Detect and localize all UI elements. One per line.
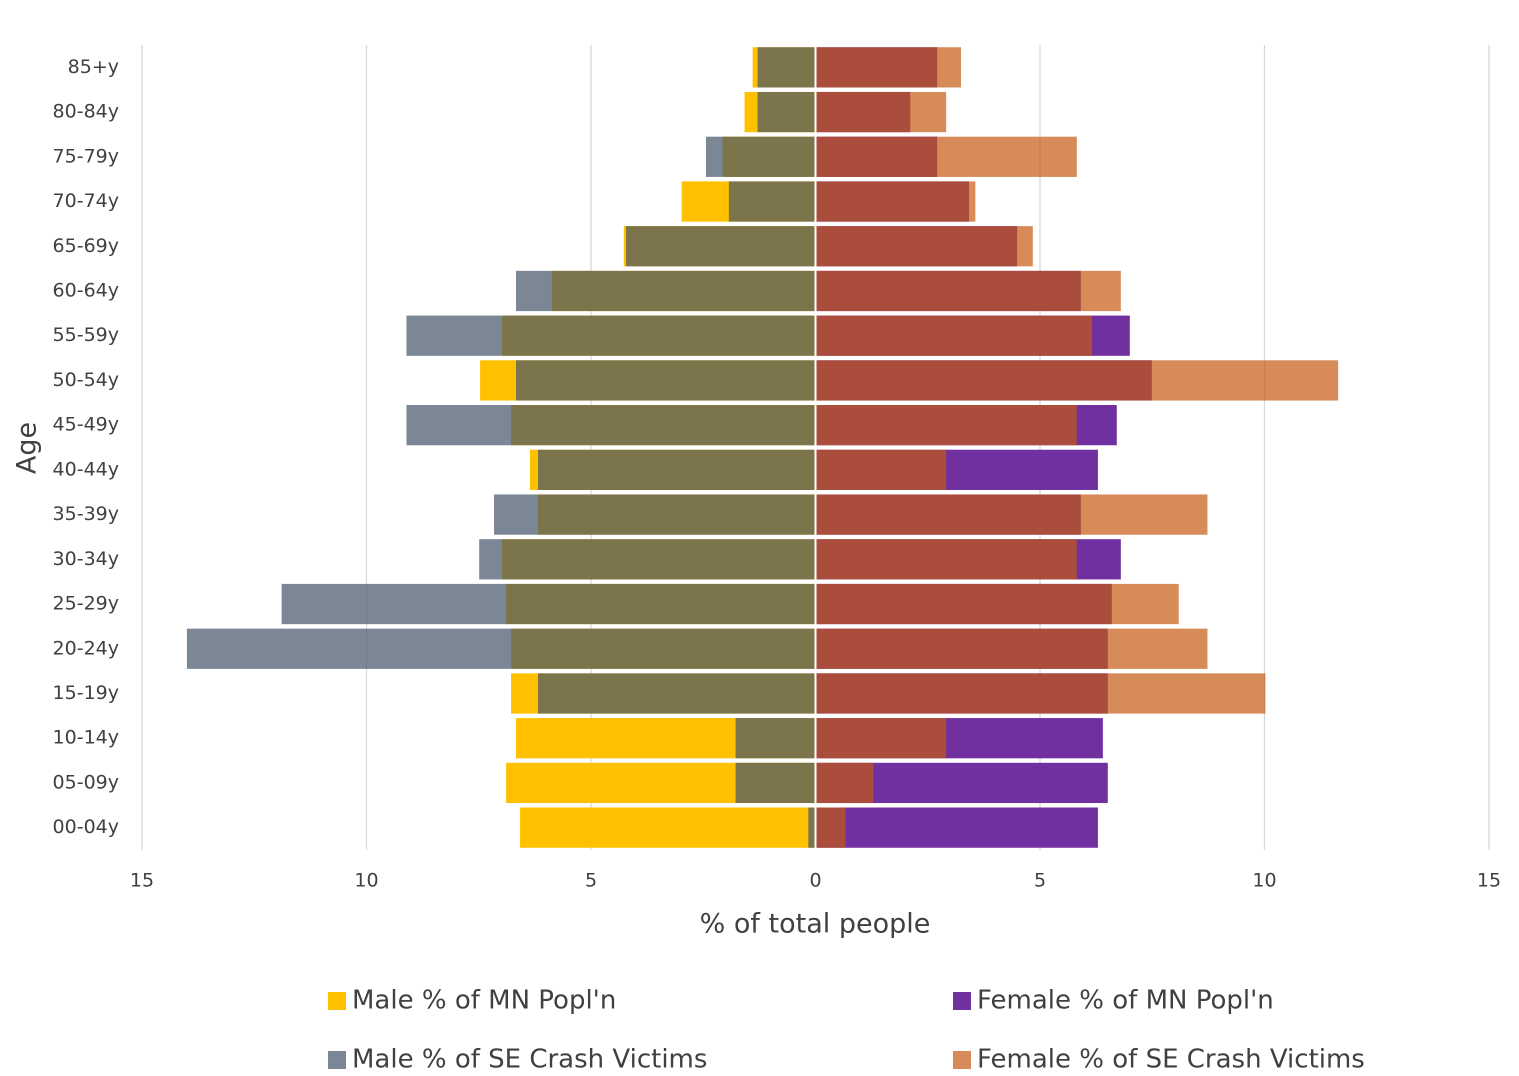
y-tick-label: 80-84y (53, 101, 119, 123)
bar (815, 628, 1208, 669)
legend-marker (328, 1051, 346, 1069)
y-tick-label: 65-69y (53, 235, 119, 257)
y-tick-label: 15-19y (53, 682, 119, 704)
x-tick-label: 15 (1477, 870, 1501, 892)
y-tick-label: 45-49y (53, 414, 119, 436)
bar (705, 136, 816, 177)
legend-label: Female % of SE Crash Victims (977, 1045, 1365, 1075)
bar (815, 762, 874, 804)
bar (516, 270, 816, 312)
y-tick-label: 25-29y (53, 593, 119, 615)
bar (757, 47, 816, 88)
bar (815, 181, 976, 222)
y-tick-label: 30-34y (53, 548, 119, 570)
y-tick-label: 20-24y (53, 637, 119, 659)
bar (815, 494, 1208, 535)
y-tick-label: 00-04y (53, 816, 119, 838)
x-tick-label: 0 (809, 870, 821, 892)
x-tick-label: 15 (130, 870, 154, 892)
bar (406, 315, 816, 356)
y-tick-label: 70-74y (53, 190, 119, 212)
bar (406, 405, 816, 446)
y-tick-label: 85+y (68, 56, 119, 78)
bar (538, 449, 816, 490)
bar (815, 315, 1093, 356)
x-axis-label: % of total people (700, 909, 931, 940)
bar (479, 539, 816, 580)
bar (520, 807, 816, 848)
bar (815, 673, 1266, 714)
bar (186, 628, 816, 669)
bar (538, 673, 816, 714)
y-tick-label: 40-44y (53, 458, 119, 480)
legend-marker (328, 992, 346, 1010)
y-axis-label: Age (12, 422, 43, 474)
y-tick-label: 60-64y (53, 279, 119, 301)
bar (757, 91, 816, 133)
bar (815, 539, 1077, 580)
bar (815, 807, 846, 848)
x-tick-label: 10 (1252, 870, 1276, 892)
bar (735, 762, 816, 804)
legend-marker (953, 992, 971, 1010)
bar (815, 360, 1339, 401)
bar (815, 718, 947, 759)
bar (815, 583, 1179, 625)
bar (516, 360, 816, 401)
bar (494, 494, 816, 535)
bar (808, 807, 816, 848)
y-tick-label: 35-39y (53, 503, 119, 525)
bar (815, 405, 1077, 446)
y-tick-label: 10-14y (53, 727, 119, 749)
bar (815, 270, 1121, 312)
y-tick-label: 75-79y (53, 145, 119, 167)
bar (735, 718, 816, 759)
bar (815, 449, 947, 490)
bar (815, 136, 1077, 177)
legend-label: Female % of MN Popl'n (977, 986, 1274, 1016)
bar (728, 181, 816, 222)
bar (815, 807, 1098, 848)
bar (281, 583, 816, 625)
bar (815, 47, 961, 88)
bar (815, 91, 947, 133)
legend-marker (953, 1051, 971, 1069)
x-tick-label: 5 (585, 870, 597, 892)
bar (626, 226, 816, 267)
y-tick-label: 05-09y (53, 771, 119, 793)
x-tick-label: 5 (1034, 870, 1046, 892)
y-tick-label: 50-54y (53, 369, 119, 391)
legend-label: Male % of SE Crash Victims (352, 1045, 707, 1075)
x-tick-label: 10 (354, 870, 378, 892)
bar (815, 226, 1033, 267)
y-tick-label: 55-59y (53, 324, 119, 346)
legend-label: Male % of MN Popl'n (352, 986, 616, 1016)
